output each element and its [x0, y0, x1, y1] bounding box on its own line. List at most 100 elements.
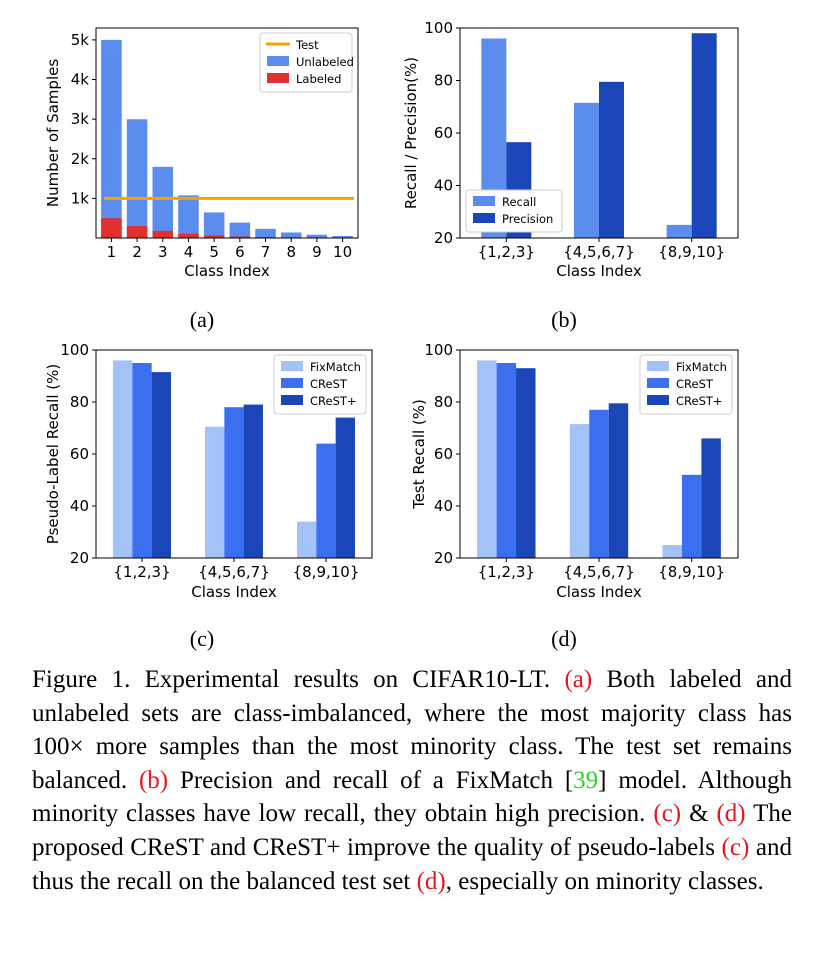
bar-unlabeled — [126, 119, 148, 238]
y-tick-label: 40 — [70, 497, 89, 515]
bar-recall — [666, 224, 692, 238]
y-tick-label: 3k — [71, 110, 90, 128]
bar-unlabeled — [306, 234, 328, 238]
bar-crest — [681, 474, 702, 558]
bar-labeled — [203, 235, 225, 238]
x-axis-label: Class Index — [556, 262, 642, 280]
y-axis-label: Number of Samples — [44, 59, 62, 207]
legend-label: FixMatch — [310, 360, 361, 374]
x-axis-label: Class Index — [184, 262, 270, 280]
caption-text: Precision and recall of a FixMatch [ — [168, 766, 574, 794]
y-axis-label: Test Recall (%) — [410, 399, 428, 510]
legend-label: FixMatch — [676, 360, 727, 374]
bar-recall — [573, 102, 599, 238]
bar-fixmatch — [569, 424, 590, 558]
bar-unlabeled — [152, 166, 174, 238]
legend-swatch — [281, 378, 303, 388]
x-tick-label: 1 — [107, 243, 117, 261]
subcaption-b: (b) — [551, 307, 577, 332]
subcaption-c: (c) — [189, 626, 215, 651]
caption-text: , especially on minority classes. — [445, 867, 764, 895]
y-tick-label: 80 — [434, 393, 453, 411]
caption-text: Both labeled and unlabeled sets are clas… — [32, 666, 792, 794]
bar-fixmatch — [662, 545, 682, 558]
caption-ref-a[interactable]: (a) — [564, 666, 593, 693]
bar-precision — [691, 33, 717, 238]
bar-fixmatch — [205, 426, 225, 558]
x-tick-label: 3 — [158, 243, 168, 261]
bar-labeled — [126, 226, 148, 238]
legend-label: CReST+ — [310, 394, 357, 408]
legend-swatch — [281, 361, 303, 371]
y-tick-label: 20 — [434, 549, 453, 567]
chart-c: {1,2,3} {4,5,6,7} {8,9,10} 20 40 60 80 100 Class… — [44, 341, 373, 601]
caption-ref-b[interactable]: (b) — [138, 766, 169, 794]
bar-labeled — [152, 230, 174, 238]
legend-label: Unlabeled — [296, 55, 354, 69]
legend-swatch — [267, 73, 289, 83]
x-tick-label: 8 — [286, 243, 296, 261]
caption-text: & — [681, 800, 717, 828]
x-tick-label: 7 — [261, 243, 271, 261]
legend-label: CReST — [676, 377, 714, 391]
x-tick-label: 10 — [333, 243, 352, 261]
y-tick-label: 60 — [70, 445, 89, 463]
legend-label: CReST+ — [676, 394, 723, 408]
figure-caption: Figure 1. Experimental results on CIFAR1… — [32, 663, 792, 898]
x-tick-label: 5 — [209, 243, 219, 261]
bar-unlabeled — [178, 195, 199, 238]
legend-label: Test — [295, 38, 319, 52]
y-tick-label: 4k — [71, 71, 90, 89]
bar-crest-plus — [701, 438, 721, 558]
subcaption-a: (a) — [189, 307, 215, 332]
bar-crest — [589, 409, 609, 558]
caption-ref-c[interactable]: (c) — [721, 833, 750, 861]
legend-label: Precision — [502, 212, 553, 226]
caption-text: Figure 1. Experimental results on CIFAR1… — [32, 666, 565, 693]
bar-crest-plus — [243, 404, 263, 558]
bar-labeled — [101, 218, 122, 238]
y-tick-label: 2k — [71, 150, 90, 168]
bar-crest-plus — [608, 403, 629, 558]
y-tick-label: 60 — [434, 124, 453, 142]
bar-unlabeled — [203, 212, 225, 238]
x-tick-label: {1,2,3} — [478, 243, 535, 261]
x-tick-label: 2 — [132, 243, 142, 261]
y-tick-label: 80 — [434, 72, 453, 90]
caption-text: and thus the recall on the balanced test… — [32, 833, 792, 895]
y-tick-label: 100 — [424, 341, 453, 359]
chart-d: {1,2,3} {4,5,6,7} {8,9,10} 20 40 60 80 100 Class… — [410, 341, 739, 601]
bar-unlabeled — [255, 228, 276, 238]
legend-swatch — [281, 395, 303, 405]
legend-label: CReST — [310, 377, 348, 391]
bar-fixmatch — [477, 360, 497, 558]
bar-crest — [132, 363, 152, 558]
caption-text: The proposed CReST and CReST+ improve th… — [32, 800, 792, 861]
bar-labeled — [178, 233, 199, 238]
y-tick-label: 60 — [434, 445, 453, 463]
caption-ref-d[interactable]: (d) — [416, 867, 446, 895]
y-tick-label: 80 — [70, 393, 89, 411]
bar-precision — [599, 81, 625, 238]
y-tick-label: 40 — [434, 177, 453, 195]
caption-ref-c[interactable]: (c) — [653, 800, 682, 828]
legend-swatch — [647, 378, 669, 388]
y-tick-label: 40 — [434, 497, 453, 515]
bar-crest-plus — [516, 368, 536, 558]
legend-swatch — [267, 56, 289, 66]
x-tick-label: {4,5,6,7} — [563, 243, 635, 261]
bar-unlabeled — [101, 39, 122, 238]
x-tick-label: 6 — [235, 243, 245, 261]
chart-a: 1 2 3 4 5 6 7 8 9 10 1k 2k 3k 4k 5k Class Index Number o… — [44, 27, 359, 280]
y-tick-label: 100 — [424, 19, 453, 37]
x-axis-label: Class Index — [191, 583, 277, 601]
x-tick-label: {8,9,10} — [658, 243, 725, 261]
caption-citation-link[interactable]: 39 — [573, 766, 599, 794]
plot-frame — [95, 27, 359, 239]
x-tick-label: {4,5,6,7} — [198, 563, 270, 581]
y-tick-label: 1k — [71, 189, 90, 207]
caption-ref-d[interactable]: (d) — [716, 800, 746, 828]
bar-fixmatch — [113, 360, 133, 558]
y-tick-label: 20 — [434, 229, 453, 247]
bar-labeled — [229, 236, 251, 238]
